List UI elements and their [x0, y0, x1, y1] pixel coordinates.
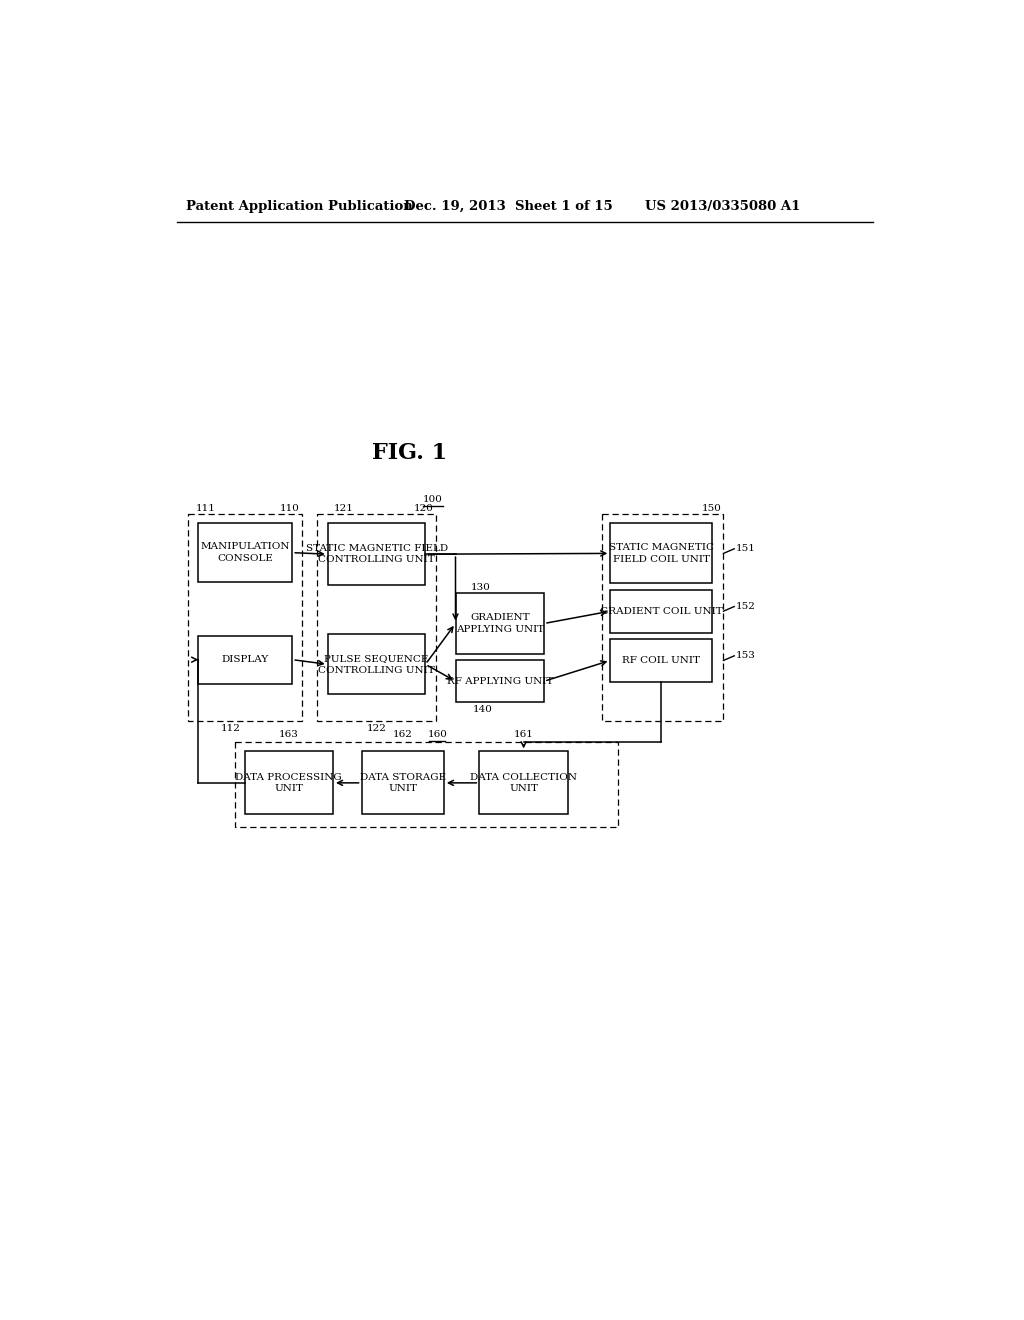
Bar [610, 524, 712, 583]
Text: MANIPULATION
CONSOLE: MANIPULATION CONSOLE [201, 543, 290, 562]
Bar [602, 515, 724, 721]
Bar [361, 751, 444, 814]
Text: 160: 160 [428, 730, 447, 739]
Bar [188, 515, 302, 721]
Text: Dec. 19, 2013  Sheet 1 of 15: Dec. 19, 2013 Sheet 1 of 15 [403, 199, 612, 213]
Text: 152: 152 [736, 602, 756, 611]
Bar [316, 515, 436, 721]
Text: 100: 100 [423, 495, 443, 504]
Bar [610, 590, 712, 632]
Bar [234, 742, 617, 826]
Text: DATA STORAGE
UNIT: DATA STORAGE UNIT [359, 772, 445, 793]
Text: 122: 122 [367, 723, 386, 733]
Bar [456, 594, 544, 653]
Text: GRADIENT COIL UNIT: GRADIENT COIL UNIT [600, 607, 723, 615]
Text: DATA PROCESSING
UNIT: DATA PROCESSING UNIT [236, 772, 342, 793]
Text: RF APPLYING UNIT: RF APPLYING UNIT [446, 677, 553, 685]
Text: DISPLAY: DISPLAY [221, 655, 269, 664]
Text: 110: 110 [280, 504, 299, 512]
Bar [199, 524, 292, 582]
Text: 130: 130 [471, 583, 490, 591]
Bar [199, 636, 292, 684]
Text: 162: 162 [393, 730, 413, 739]
Text: 111: 111 [196, 504, 216, 512]
Text: 112: 112 [221, 723, 241, 733]
Bar [328, 635, 425, 694]
Text: FIG. 1: FIG. 1 [372, 441, 446, 463]
Text: 153: 153 [736, 651, 756, 660]
Bar [610, 639, 712, 682]
Text: Patent Application Publication: Patent Application Publication [186, 199, 413, 213]
Text: DATA COLLECTION
UNIT: DATA COLLECTION UNIT [470, 772, 578, 793]
Bar [456, 660, 544, 702]
Bar [479, 751, 568, 814]
Text: 140: 140 [472, 705, 493, 714]
Text: STATIC MAGNETIC FIELD
CONTROLLING UNIT: STATIC MAGNETIC FIELD CONTROLLING UNIT [305, 544, 447, 565]
Text: STATIC MAGNETIC
FIELD COIL UNIT: STATIC MAGNETIC FIELD COIL UNIT [608, 544, 714, 564]
Text: 161: 161 [514, 730, 534, 739]
Text: GRADIENT
APPLYING UNIT: GRADIENT APPLYING UNIT [456, 614, 544, 634]
Text: 150: 150 [702, 504, 722, 512]
Text: RF COIL UNIT: RF COIL UNIT [623, 656, 700, 665]
Bar [245, 751, 333, 814]
Bar [328, 524, 425, 585]
Text: PULSE SEQUENCE
CONTROLLING UNIT: PULSE SEQUENCE CONTROLLING UNIT [318, 655, 435, 675]
Text: 151: 151 [736, 544, 756, 553]
Text: US 2013/0335080 A1: US 2013/0335080 A1 [645, 199, 801, 213]
Text: 120: 120 [414, 504, 433, 512]
Text: 121: 121 [334, 504, 353, 512]
Text: 163: 163 [279, 730, 299, 739]
